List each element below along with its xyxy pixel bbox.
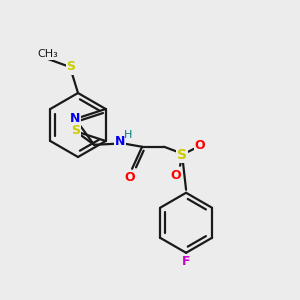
Text: N: N bbox=[70, 112, 80, 125]
Text: H: H bbox=[124, 130, 132, 140]
Text: O: O bbox=[171, 169, 182, 182]
Text: S: S bbox=[71, 124, 80, 136]
Text: O: O bbox=[195, 139, 206, 152]
Text: S: S bbox=[177, 148, 187, 162]
Text: N: N bbox=[115, 135, 125, 148]
Text: F: F bbox=[182, 255, 190, 268]
Text: S: S bbox=[67, 61, 76, 74]
Text: O: O bbox=[125, 171, 135, 184]
Text: CH₃: CH₃ bbox=[38, 49, 58, 59]
